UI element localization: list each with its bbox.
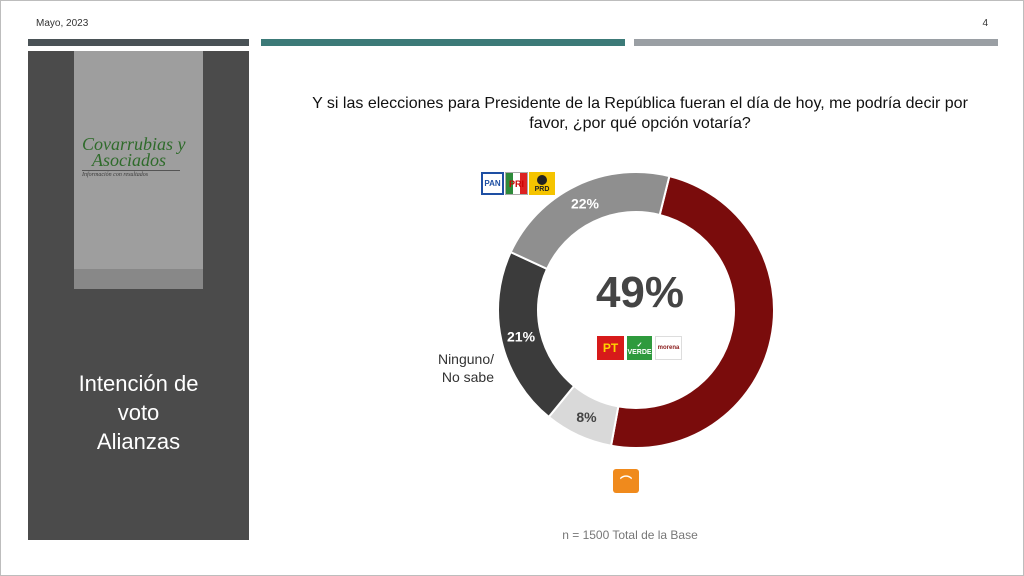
logo-name-line1: Covarrubias y xyxy=(82,134,186,154)
verde-logo: ✓ VERDE xyxy=(627,336,652,360)
section-title: Intención de voto Alianzas xyxy=(28,369,249,456)
ninguno-label-line1: Ninguno/ xyxy=(437,351,494,367)
donut-slice-label-3: 22% xyxy=(571,196,600,212)
section-title-line2: voto xyxy=(117,400,160,425)
sidebar: Covarrubias y Asociados Información con … xyxy=(28,51,249,540)
prd-logo-text: PRD xyxy=(534,185,550,193)
header-bar-dark xyxy=(28,39,249,46)
logo-panel-footer xyxy=(74,269,203,289)
pan-pri-prd-logos: PAN PRI PRD xyxy=(481,172,555,195)
mc-logo-icon: ⌒ xyxy=(613,469,639,493)
logo-tagline: Información con resultados xyxy=(82,170,180,178)
verde-logo-text: VERDE xyxy=(627,348,652,356)
pt-verde-morena-logos: PT ✓ VERDE morena xyxy=(597,336,682,360)
header-bar-gray xyxy=(634,39,998,46)
donut-slice-3 xyxy=(509,171,671,271)
verde-check-icon: ✓ xyxy=(636,341,643,349)
survey-question: Y si las elecciones para Presidente de l… xyxy=(312,95,968,132)
donut-slice-0 xyxy=(609,174,776,449)
prd-logo: PRD xyxy=(529,172,555,195)
center-value-label: 49% xyxy=(596,268,684,317)
ninguno-label: Ninguno/ No sabe xyxy=(420,350,494,386)
donut-slice-label-1: 8% xyxy=(576,409,597,425)
ninguno-label-line2: No sabe xyxy=(441,369,494,385)
pt-logo: PT xyxy=(597,336,624,360)
logo-name-line2: Asociados xyxy=(92,150,166,170)
sample-footnote: n = 1500 Total de la Base xyxy=(562,528,698,542)
pri-logo: PRI xyxy=(505,172,528,195)
section-title-line3: Alianzas xyxy=(96,429,181,454)
report-date: Mayo, 2023 xyxy=(36,18,89,29)
company-logo: Covarrubias y Asociados Información con … xyxy=(82,134,202,178)
prd-sun-icon xyxy=(537,174,547,185)
pan-logo: PAN xyxy=(481,172,504,195)
header-bar-teal xyxy=(261,39,625,46)
donut-slice-label-2: 21% xyxy=(507,329,536,345)
page-number: 4 xyxy=(982,18,988,29)
section-title-line1: Intención de xyxy=(78,371,199,396)
morena-logo: morena xyxy=(655,336,682,360)
